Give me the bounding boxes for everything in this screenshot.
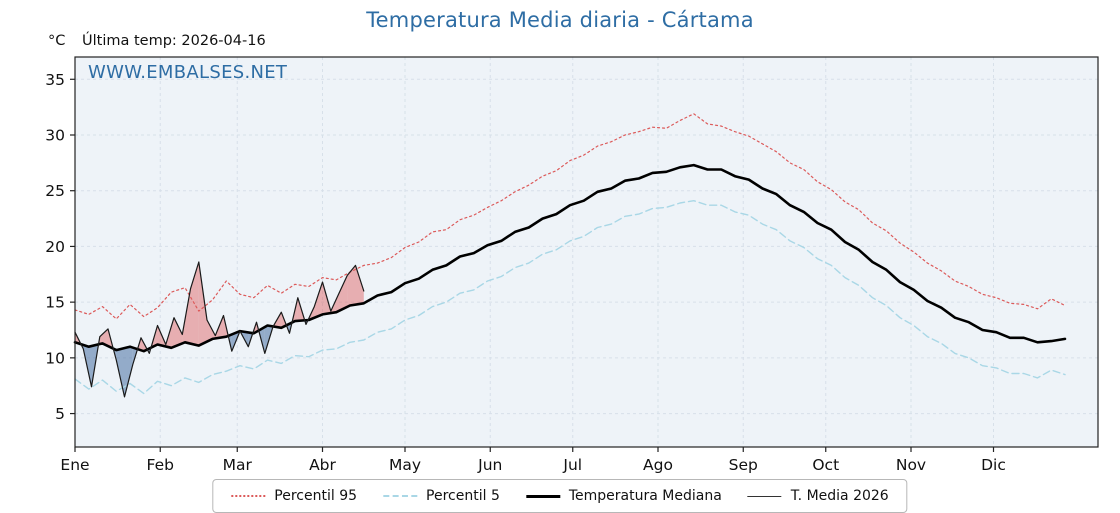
legend-swatch-percentil-5 [383,495,417,497]
legend-item-temperatura-mediana: Temperatura Mediana [526,488,722,504]
y-tick-label: 35 [45,71,65,89]
legend-box: Percentil 95 Percentil 5 Temperatura Media… [212,479,907,513]
x-tick-label: Nov [896,456,926,474]
legend-swatch-percentil-95 [231,495,265,497]
y-tick-label: 20 [45,238,65,256]
legend-label-t-media-2026: T. Media 2026 [791,488,889,504]
y-tick-label: 10 [45,349,65,367]
legend-label-percentil-95: Percentil 95 [274,488,357,504]
plot-area [75,57,1098,447]
x-tick-label: Abr [309,456,336,474]
page: { "title": "Temperatura Media diaria - C… [0,0,1120,500]
legend-label-percentil-5: Percentil 5 [426,488,500,504]
legend-item-percentil-5: Percentil 5 [383,488,500,504]
x-tick-label: Dic [981,456,1006,474]
legend-swatch-temperatura-mediana [526,495,560,498]
x-tick-label: Jun [477,456,502,474]
y-tick-label: 25 [45,182,65,200]
y-tick-label: 30 [45,127,65,145]
y-tick-label: 5 [55,405,65,423]
x-tick-label: Jul [562,456,582,474]
watermark: WWW.EMBALSES.NET [88,62,287,83]
x-tick-label: Mar [223,456,253,474]
y-tick-label: 15 [45,294,65,312]
x-tick-label: Oct [812,456,839,474]
legend-swatch-t-media-2026 [748,496,782,497]
x-tick-label: Feb [147,456,174,474]
legend-item-percentil-95: Percentil 95 [231,488,357,504]
x-tick-label: Ago [643,456,673,474]
chart-window: Temperatura Media diaria - Cártama °C Úl… [0,0,1120,500]
legend-item-t-media-2026: T. Media 2026 [748,488,889,504]
x-tick-label: May [389,456,421,474]
x-tick-label: Ene [60,456,89,474]
legend-label-temperatura-mediana: Temperatura Mediana [569,488,722,504]
x-tick-label: Sep [729,456,758,474]
